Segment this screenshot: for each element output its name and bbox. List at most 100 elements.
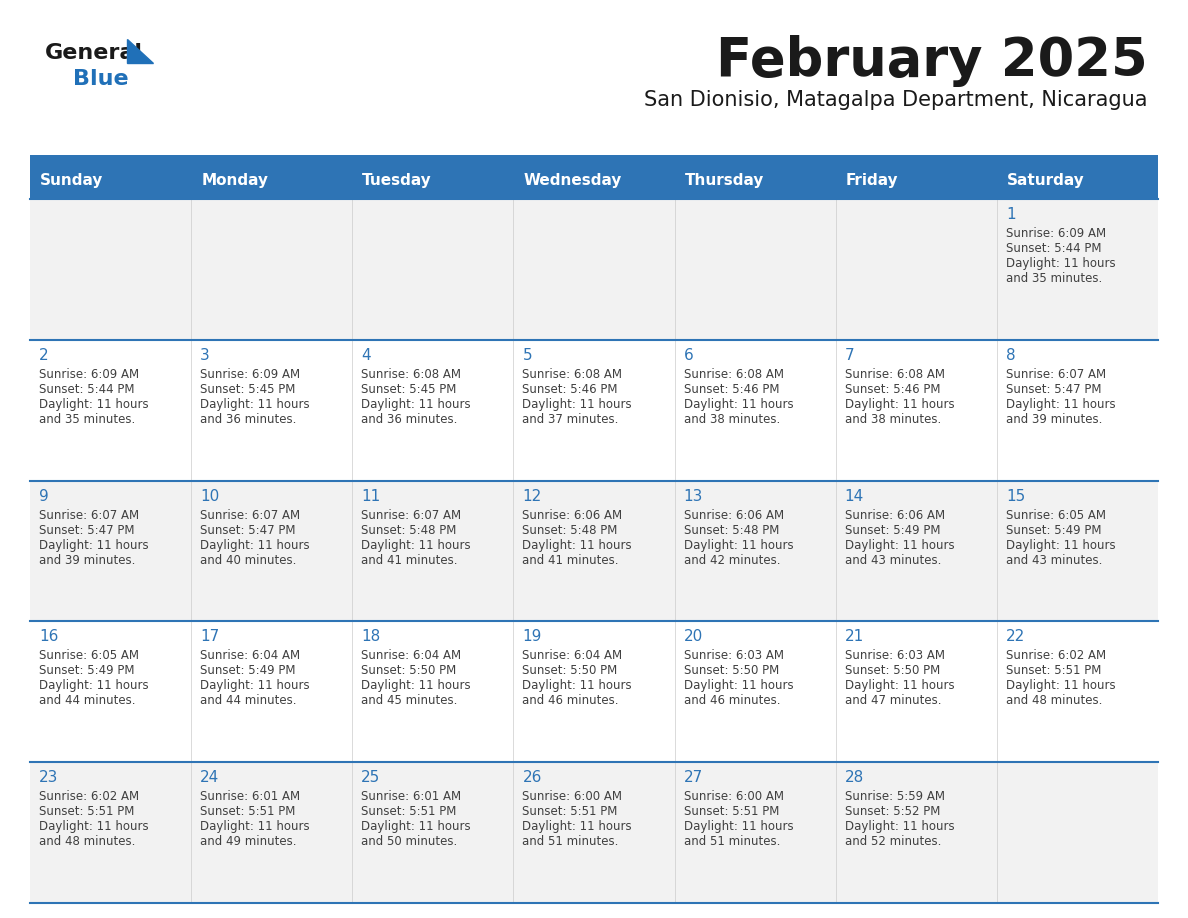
Text: San Dionisio, Matagalpa Department, Nicaragua: San Dionisio, Matagalpa Department, Nica… bbox=[645, 90, 1148, 110]
Text: Sunset: 5:47 PM: Sunset: 5:47 PM bbox=[39, 523, 134, 537]
Text: and 36 minutes.: and 36 minutes. bbox=[200, 413, 297, 426]
Text: Sunset: 5:46 PM: Sunset: 5:46 PM bbox=[523, 383, 618, 396]
Text: Sunset: 5:52 PM: Sunset: 5:52 PM bbox=[845, 805, 940, 818]
Text: Sunrise: 6:01 AM: Sunrise: 6:01 AM bbox=[361, 790, 461, 803]
Text: Sunset: 5:50 PM: Sunset: 5:50 PM bbox=[683, 665, 779, 677]
Text: General: General bbox=[45, 43, 143, 63]
Text: and 35 minutes.: and 35 minutes. bbox=[1006, 272, 1102, 285]
Text: Daylight: 11 hours: Daylight: 11 hours bbox=[1006, 679, 1116, 692]
Text: Sunset: 5:50 PM: Sunset: 5:50 PM bbox=[523, 665, 618, 677]
Text: Sunset: 5:45 PM: Sunset: 5:45 PM bbox=[200, 383, 296, 396]
Text: Sunrise: 6:03 AM: Sunrise: 6:03 AM bbox=[845, 649, 944, 663]
Bar bbox=[30, 621, 1158, 762]
Text: and 47 minutes.: and 47 minutes. bbox=[845, 694, 941, 708]
Text: Friday: Friday bbox=[846, 173, 898, 187]
Text: Sunrise: 6:08 AM: Sunrise: 6:08 AM bbox=[523, 368, 623, 381]
Bar bbox=[30, 762, 1158, 903]
Text: Sunrise: 6:05 AM: Sunrise: 6:05 AM bbox=[1006, 509, 1106, 521]
Text: and 40 minutes.: and 40 minutes. bbox=[200, 554, 297, 566]
Text: and 44 minutes.: and 44 minutes. bbox=[39, 694, 135, 708]
Text: Sunrise: 5:59 AM: Sunrise: 5:59 AM bbox=[845, 790, 944, 803]
Text: Sunrise: 6:07 AM: Sunrise: 6:07 AM bbox=[361, 509, 461, 521]
Text: 23: 23 bbox=[39, 770, 58, 785]
Text: and 39 minutes.: and 39 minutes. bbox=[39, 554, 135, 566]
Text: Sunrise: 6:02 AM: Sunrise: 6:02 AM bbox=[39, 790, 139, 803]
Text: and 51 minutes.: and 51 minutes. bbox=[523, 835, 619, 848]
Text: Daylight: 11 hours: Daylight: 11 hours bbox=[39, 539, 148, 552]
Text: Daylight: 11 hours: Daylight: 11 hours bbox=[845, 820, 954, 834]
Text: Sunset: 5:47 PM: Sunset: 5:47 PM bbox=[1006, 383, 1101, 396]
Text: and 37 minutes.: and 37 minutes. bbox=[523, 413, 619, 426]
Text: Sunset: 5:48 PM: Sunset: 5:48 PM bbox=[361, 523, 456, 537]
Text: Daylight: 11 hours: Daylight: 11 hours bbox=[361, 820, 470, 834]
Text: 8: 8 bbox=[1006, 348, 1016, 363]
Text: 1: 1 bbox=[1006, 207, 1016, 222]
Text: Sunrise: 6:08 AM: Sunrise: 6:08 AM bbox=[845, 368, 944, 381]
Text: 18: 18 bbox=[361, 630, 380, 644]
Text: Daylight: 11 hours: Daylight: 11 hours bbox=[39, 679, 148, 692]
Text: Sunset: 5:50 PM: Sunset: 5:50 PM bbox=[845, 665, 940, 677]
Text: and 46 minutes.: and 46 minutes. bbox=[683, 694, 781, 708]
Text: Daylight: 11 hours: Daylight: 11 hours bbox=[1006, 257, 1116, 270]
Text: Daylight: 11 hours: Daylight: 11 hours bbox=[845, 679, 954, 692]
Text: 20: 20 bbox=[683, 630, 703, 644]
Text: Thursday: Thursday bbox=[684, 173, 764, 187]
Text: Sunrise: 6:08 AM: Sunrise: 6:08 AM bbox=[683, 368, 784, 381]
Text: 7: 7 bbox=[845, 348, 854, 363]
Text: Daylight: 11 hours: Daylight: 11 hours bbox=[361, 539, 470, 552]
Text: and 38 minutes.: and 38 minutes. bbox=[683, 413, 779, 426]
Text: Sunset: 5:49 PM: Sunset: 5:49 PM bbox=[845, 523, 940, 537]
Text: Sunrise: 6:00 AM: Sunrise: 6:00 AM bbox=[683, 790, 784, 803]
Text: Daylight: 11 hours: Daylight: 11 hours bbox=[200, 539, 310, 552]
Text: and 48 minutes.: and 48 minutes. bbox=[39, 835, 135, 848]
Text: Wednesday: Wednesday bbox=[524, 173, 621, 187]
Text: 22: 22 bbox=[1006, 630, 1025, 644]
Bar bbox=[513, 161, 675, 199]
Text: and 49 minutes.: and 49 minutes. bbox=[200, 835, 297, 848]
Bar bbox=[30, 161, 191, 199]
Text: Daylight: 11 hours: Daylight: 11 hours bbox=[845, 397, 954, 410]
Text: Sunday: Sunday bbox=[40, 173, 103, 187]
Text: Daylight: 11 hours: Daylight: 11 hours bbox=[523, 679, 632, 692]
Text: 28: 28 bbox=[845, 770, 864, 785]
Text: and 48 minutes.: and 48 minutes. bbox=[1006, 694, 1102, 708]
Text: Daylight: 11 hours: Daylight: 11 hours bbox=[1006, 539, 1116, 552]
Bar bbox=[30, 481, 1158, 621]
Text: Sunrise: 6:07 AM: Sunrise: 6:07 AM bbox=[1006, 368, 1106, 381]
Text: and 39 minutes.: and 39 minutes. bbox=[1006, 413, 1102, 426]
Text: Daylight: 11 hours: Daylight: 11 hours bbox=[1006, 397, 1116, 410]
Bar bbox=[997, 161, 1158, 199]
Text: 27: 27 bbox=[683, 770, 703, 785]
Text: Sunset: 5:51 PM: Sunset: 5:51 PM bbox=[200, 805, 296, 818]
Text: February 2025: February 2025 bbox=[716, 35, 1148, 87]
Text: 12: 12 bbox=[523, 488, 542, 504]
Text: Sunrise: 6:06 AM: Sunrise: 6:06 AM bbox=[683, 509, 784, 521]
Text: Daylight: 11 hours: Daylight: 11 hours bbox=[523, 397, 632, 410]
Text: Sunrise: 6:09 AM: Sunrise: 6:09 AM bbox=[39, 368, 139, 381]
Text: Sunrise: 6:07 AM: Sunrise: 6:07 AM bbox=[200, 509, 301, 521]
Text: Sunset: 5:44 PM: Sunset: 5:44 PM bbox=[1006, 242, 1101, 255]
Text: Daylight: 11 hours: Daylight: 11 hours bbox=[683, 679, 794, 692]
Text: Daylight: 11 hours: Daylight: 11 hours bbox=[39, 820, 148, 834]
Text: 5: 5 bbox=[523, 348, 532, 363]
Text: Saturday: Saturday bbox=[1007, 173, 1085, 187]
Text: Daylight: 11 hours: Daylight: 11 hours bbox=[361, 397, 470, 410]
Text: 21: 21 bbox=[845, 630, 864, 644]
Text: Sunset: 5:51 PM: Sunset: 5:51 PM bbox=[39, 805, 134, 818]
Text: 3: 3 bbox=[200, 348, 210, 363]
Text: 11: 11 bbox=[361, 488, 380, 504]
Text: 19: 19 bbox=[523, 630, 542, 644]
Text: Sunrise: 6:08 AM: Sunrise: 6:08 AM bbox=[361, 368, 461, 381]
Text: and 51 minutes.: and 51 minutes. bbox=[683, 835, 781, 848]
Bar bbox=[353, 161, 513, 199]
Bar bbox=[30, 199, 1158, 340]
Text: and 43 minutes.: and 43 minutes. bbox=[845, 554, 941, 566]
Text: and 46 minutes.: and 46 minutes. bbox=[523, 694, 619, 708]
Text: Daylight: 11 hours: Daylight: 11 hours bbox=[523, 820, 632, 834]
Text: 14: 14 bbox=[845, 488, 864, 504]
Text: 25: 25 bbox=[361, 770, 380, 785]
Text: 26: 26 bbox=[523, 770, 542, 785]
Text: Sunset: 5:49 PM: Sunset: 5:49 PM bbox=[1006, 523, 1101, 537]
Text: Daylight: 11 hours: Daylight: 11 hours bbox=[845, 539, 954, 552]
Text: Sunrise: 6:05 AM: Sunrise: 6:05 AM bbox=[39, 649, 139, 663]
